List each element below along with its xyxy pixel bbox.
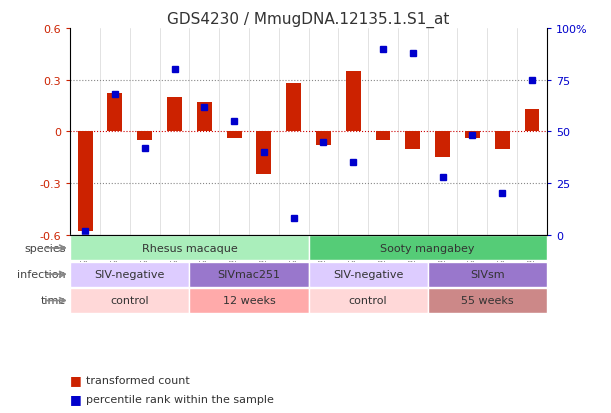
Text: control: control xyxy=(111,296,149,306)
FancyBboxPatch shape xyxy=(70,288,189,313)
FancyBboxPatch shape xyxy=(428,262,547,287)
Text: percentile rank within the sample: percentile rank within the sample xyxy=(86,394,273,404)
Text: species: species xyxy=(24,243,65,253)
Text: SIV-negative: SIV-negative xyxy=(333,270,403,280)
FancyBboxPatch shape xyxy=(309,262,428,287)
Text: infection: infection xyxy=(17,270,65,280)
Text: time: time xyxy=(40,296,65,306)
Bar xyxy=(227,132,241,139)
Bar xyxy=(435,132,450,158)
Bar xyxy=(257,132,271,175)
Bar xyxy=(78,132,93,232)
Text: SIVmac251: SIVmac251 xyxy=(218,270,280,280)
FancyBboxPatch shape xyxy=(189,262,309,287)
FancyBboxPatch shape xyxy=(70,236,309,261)
FancyBboxPatch shape xyxy=(428,288,547,313)
Bar xyxy=(108,94,122,132)
FancyBboxPatch shape xyxy=(70,262,189,287)
Text: control: control xyxy=(349,296,387,306)
Bar xyxy=(495,132,510,149)
Bar xyxy=(465,132,480,139)
Bar xyxy=(286,84,301,132)
FancyBboxPatch shape xyxy=(309,236,547,261)
Text: SIV-negative: SIV-negative xyxy=(95,270,165,280)
Text: transformed count: transformed count xyxy=(86,375,189,385)
Text: 55 weeks: 55 weeks xyxy=(461,296,514,306)
Bar xyxy=(316,132,331,146)
FancyBboxPatch shape xyxy=(189,288,309,313)
Text: 12 weeks: 12 weeks xyxy=(222,296,276,306)
Bar xyxy=(524,110,540,132)
Bar xyxy=(346,72,360,132)
Bar xyxy=(405,132,420,149)
Title: GDS4230 / MmugDNA.12135.1.S1_at: GDS4230 / MmugDNA.12135.1.S1_at xyxy=(167,12,450,28)
FancyBboxPatch shape xyxy=(309,288,428,313)
Bar xyxy=(197,103,212,132)
Bar xyxy=(167,97,182,132)
Bar xyxy=(137,132,152,140)
Text: Sooty mangabey: Sooty mangabey xyxy=(381,243,475,253)
Text: Rhesus macaque: Rhesus macaque xyxy=(142,243,237,253)
Text: SIVsm: SIVsm xyxy=(470,270,505,280)
Text: ■: ■ xyxy=(70,392,82,405)
Bar xyxy=(376,132,390,140)
Text: ■: ■ xyxy=(70,373,82,387)
